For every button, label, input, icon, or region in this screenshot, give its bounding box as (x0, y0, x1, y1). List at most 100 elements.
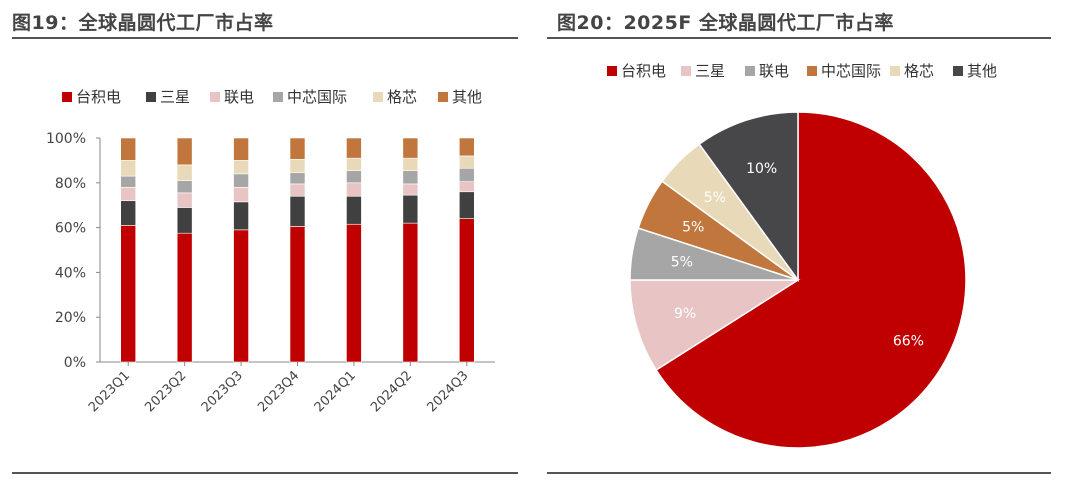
left-figure-panel: 图19：全球晶圆代工厂市占率 台积电 三星 联电 中芯国际 格芯 其他 0% 20% 40% 60… (0, 0, 530, 480)
bar-segment (233, 201, 249, 231)
pie-data-label: 5% (671, 255, 693, 271)
bar-segment (120, 160, 137, 177)
legend-label: 三星 (160, 88, 190, 106)
legend-item: 台积电 (607, 62, 666, 80)
bar-stack (458, 137, 475, 363)
legend-label: 中芯国际 (821, 62, 881, 80)
bar-segment (289, 183, 306, 197)
bar-stack (176, 137, 193, 363)
bar-segment (402, 170, 419, 185)
bar-segment (402, 222, 419, 363)
pie-slices (629, 111, 967, 449)
bar-segment (458, 191, 475, 219)
x-tick-label: 2024Q2 (368, 368, 415, 415)
y-tick-label: 40% (55, 265, 86, 281)
top-divider-left (12, 37, 518, 39)
legend-swatch (953, 66, 963, 76)
bar-stack (233, 137, 249, 363)
legend-swatch (62, 92, 72, 102)
bar-segment (120, 225, 137, 363)
bar-stack (120, 137, 137, 363)
y-tick-label: 60% (55, 221, 86, 237)
legend-swatch (890, 66, 900, 76)
bar-segment (402, 157, 419, 171)
bar-segment (233, 186, 249, 203)
legend-swatch (681, 66, 691, 76)
bar-segment (233, 229, 249, 363)
bar-segment (120, 175, 137, 188)
legend-item: 其他 (438, 88, 482, 106)
bars (120, 137, 475, 363)
y-tick-label: 80% (55, 176, 86, 192)
bar-segment (402, 183, 419, 196)
x-tick-label: 2023Q2 (142, 368, 189, 415)
legend-label: 其他 (452, 88, 482, 106)
pie-slice (698, 111, 799, 283)
y-axis: 0% 20% 40% 60% 80% 100% (46, 131, 101, 371)
bar-segment (176, 207, 193, 234)
x-tick-label: 2024Q1 (312, 368, 359, 415)
y-tick-label: 100% (46, 131, 86, 147)
legend-swatch (438, 92, 448, 102)
legend-swatch (607, 66, 617, 76)
pie-slice (655, 111, 967, 449)
pie-legend: 台积电 三星 联电 中芯国际 格芯 其他 (607, 62, 997, 80)
bar-segment (233, 173, 249, 188)
legend-label: 联电 (224, 88, 254, 106)
bar-segment (233, 160, 249, 175)
figure-19-title: 图19：全球晶圆代工厂市占率 (12, 12, 274, 34)
bar-segment (458, 218, 475, 363)
legend-item: 台积电 (62, 88, 121, 106)
bar-segment (458, 155, 475, 169)
bar-segment (289, 137, 306, 160)
legend-swatch (807, 66, 817, 76)
legend-label: 格芯 (387, 88, 417, 106)
bar-segment (346, 157, 362, 171)
legend-label: 台积电 (76, 88, 121, 106)
legend-item: 其他 (953, 62, 997, 80)
bar-legend: 台积电 三星 联电 中芯国际 格芯 其他 (62, 88, 482, 106)
bar-segment (346, 223, 362, 363)
bar-segment (120, 137, 137, 161)
legend-item: 三星 (146, 88, 190, 106)
legend-label: 联电 (759, 62, 789, 80)
legend-label: 中芯国际 (287, 88, 347, 106)
bar-stack (346, 137, 362, 363)
legend-swatch (210, 92, 220, 102)
pie-data-label: 66% (893, 334, 924, 350)
bar-segment (176, 137, 193, 166)
legend-swatch (146, 92, 156, 102)
legend-item: 联电 (210, 88, 254, 106)
legend-label: 格芯 (904, 62, 934, 80)
legend-swatch (745, 66, 755, 76)
bar-segment (346, 182, 362, 197)
y-tick-label: 20% (55, 310, 86, 326)
y-tick-label: 0% (64, 355, 86, 371)
pie-data-label: 9% (674, 306, 696, 322)
x-tick-label: 2023Q3 (199, 368, 246, 415)
bar-segment (346, 170, 362, 184)
legend-item: 格芯 (890, 62, 934, 80)
bar-segment (346, 137, 362, 159)
legend-item: 中芯国际 (273, 88, 347, 106)
bar-segment (120, 186, 137, 202)
pie-slice (629, 279, 801, 372)
x-tick-label: 2023Q1 (86, 368, 133, 415)
bottom-divider-left (12, 472, 518, 474)
x-tick-label: 2024Q3 (425, 368, 472, 415)
stacked-bar-chart: 台积电 三星 联电 中芯国际 格芯 其他0%20%40%60%80%100%2023Q1 2… (46, 88, 495, 415)
bar-segment (289, 158, 306, 174)
bottom-divider-right (547, 472, 1051, 474)
bar-segment (176, 232, 193, 363)
bar-segment (176, 164, 193, 181)
bar-stack (289, 137, 306, 363)
bar-segment (176, 180, 193, 194)
bar-segment (176, 192, 193, 208)
figure-20-title: 图20：2025F 全球晶圆代工厂市占率 (557, 12, 894, 34)
bar-segment (458, 167, 475, 182)
pie-data-label: 5% (704, 190, 726, 206)
bar-segment (458, 137, 475, 157)
pie-data-label: 5% (682, 220, 704, 236)
bar-segment (346, 195, 362, 225)
